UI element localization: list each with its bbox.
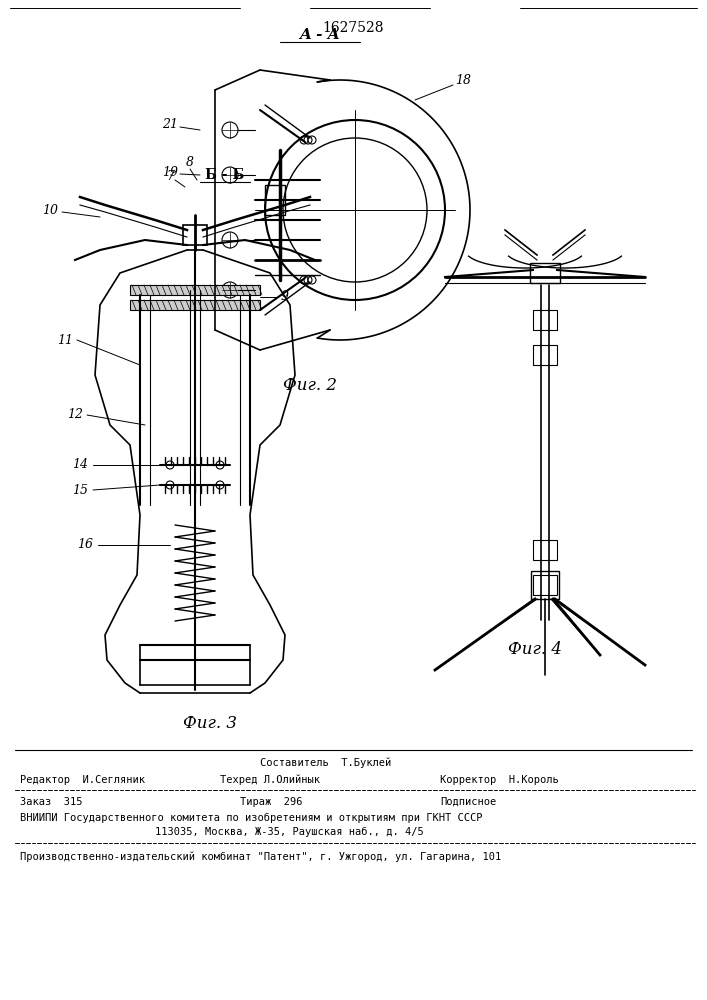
- Text: 8: 8: [186, 156, 194, 169]
- Text: 14: 14: [72, 458, 88, 472]
- Text: Фиг. 2: Фиг. 2: [283, 376, 337, 393]
- Bar: [130, 285, 260, 295]
- Text: 9: 9: [281, 290, 289, 304]
- Text: Фиг. 4: Фиг. 4: [508, 642, 562, 658]
- Text: Фиг. 3: Фиг. 3: [183, 714, 237, 732]
- Bar: [530, 263, 560, 283]
- Bar: [183, 225, 207, 245]
- Text: 15: 15: [72, 484, 88, 496]
- Bar: [533, 345, 557, 365]
- Text: Редактор  И.Сегляник: Редактор И.Сегляник: [20, 775, 145, 785]
- Text: 19: 19: [162, 165, 178, 178]
- Bar: [533, 540, 557, 560]
- Bar: [265, 185, 285, 215]
- Text: 21: 21: [162, 118, 178, 131]
- Text: Составитель  Т.Буклей: Составитель Т.Буклей: [260, 758, 391, 768]
- Text: 1627528: 1627528: [322, 21, 384, 35]
- Text: 113035, Москва, Ж-35, Раушская наб., д. 4/5: 113035, Москва, Ж-35, Раушская наб., д. …: [155, 827, 423, 837]
- Text: Корректор  Н.Король: Корректор Н.Король: [440, 775, 559, 785]
- Text: ВНИИПИ Государственного комитета по изобретениям и открытиям при ГКНТ СССР: ВНИИПИ Государственного комитета по изоб…: [20, 813, 482, 823]
- Bar: [533, 575, 557, 595]
- Text: 11: 11: [57, 334, 73, 347]
- Bar: [531, 571, 559, 599]
- Text: 10: 10: [42, 204, 58, 217]
- Text: 12: 12: [67, 408, 83, 422]
- Bar: [130, 300, 260, 310]
- Text: 16: 16: [77, 538, 93, 552]
- Text: A - A: A - A: [300, 28, 340, 42]
- Text: Производственно-издательский комбинат "Патент", г. Ужгород, ул. Гагарина, 101: Производственно-издательский комбинат "П…: [20, 852, 501, 862]
- Text: Тираж  296: Тираж 296: [240, 797, 303, 807]
- Text: 7: 7: [166, 170, 174, 184]
- Text: Техред Л.Олийнык: Техред Л.Олийнык: [220, 775, 320, 785]
- Text: Б - Б: Б - Б: [205, 168, 245, 182]
- Text: Подписное: Подписное: [440, 797, 496, 807]
- Text: 18: 18: [455, 74, 471, 87]
- Text: Заказ  315: Заказ 315: [20, 797, 83, 807]
- Bar: [533, 310, 557, 330]
